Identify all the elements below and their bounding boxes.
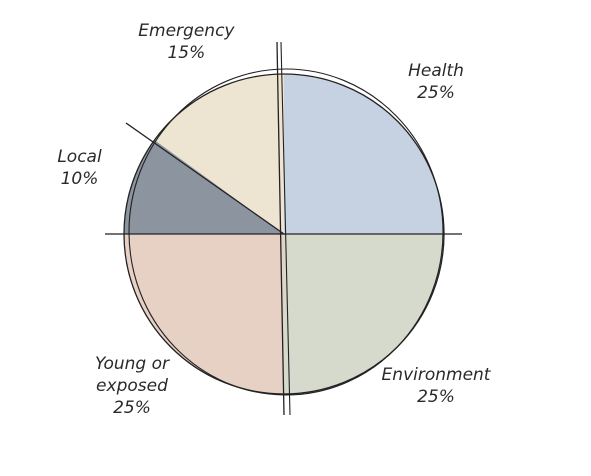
value-label: 25% bbox=[113, 398, 151, 419]
wedge bbox=[284, 74, 444, 234]
slice-label: Environment 25% bbox=[371, 364, 501, 408]
wedge bbox=[124, 234, 284, 394]
value-label: 25% bbox=[417, 82, 455, 103]
category-label: Emergency bbox=[138, 21, 235, 42]
wedge bbox=[154, 74, 284, 234]
slice-label: Local 10% bbox=[15, 146, 145, 190]
sketch-line bbox=[280, 41, 291, 416]
wedge bbox=[284, 234, 444, 394]
slice-label: Health 25% bbox=[371, 60, 501, 104]
sketch-line bbox=[276, 41, 285, 416]
category-label: Health bbox=[408, 60, 464, 81]
slice-label: Young or exposed 25% bbox=[77, 353, 187, 419]
value-label: 10% bbox=[60, 168, 99, 189]
wedge bbox=[124, 139, 284, 234]
outline-sketch bbox=[128, 68, 444, 396]
category-label: Young or exposed bbox=[94, 354, 169, 397]
category-label: Environment bbox=[381, 365, 491, 386]
slice-label: Emergency 15% bbox=[121, 20, 251, 64]
sketch-line bbox=[125, 122, 285, 235]
category-label: Local bbox=[57, 146, 102, 167]
value-label: 25% bbox=[417, 387, 455, 408]
value-label: 15% bbox=[167, 43, 206, 64]
